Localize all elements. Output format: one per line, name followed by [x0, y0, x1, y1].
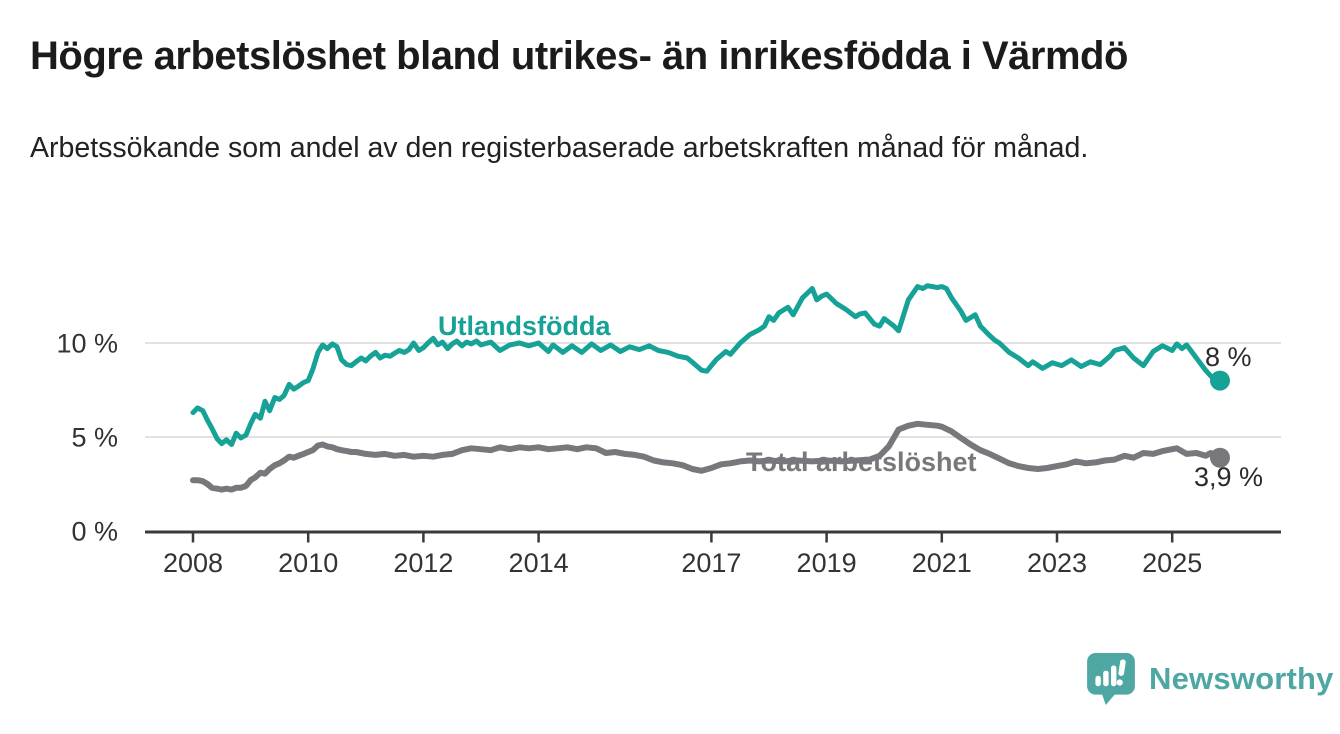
page-title: Högre arbetslöshet bland utrikes- än inr…: [30, 34, 1128, 78]
y-tick-label: 0 %: [71, 517, 118, 547]
series-label-total-arbetsloshet: Total arbetslöshet: [746, 447, 977, 477]
x-tick-label: 2025: [1142, 548, 1202, 578]
x-tick-label: 2012: [393, 548, 453, 578]
newsworthy-logo-icon: [1086, 652, 1136, 706]
x-tick-label: 2010: [278, 548, 338, 578]
end-value-label-utlandsfodda: 8 %: [1205, 342, 1252, 372]
chart-subtitle: Arbetssökande som andel av den registerb…: [30, 132, 1089, 164]
x-tick-label: 2008: [163, 548, 223, 578]
series-line-1: [190, 420, 1223, 493]
x-tick-label: 2023: [1027, 548, 1087, 578]
newsworthy-logo: Newsworthy: [1086, 652, 1334, 706]
series-end-dot-1: [1210, 447, 1230, 468]
x-tick-label: 2014: [509, 548, 569, 578]
newsworthy-logo-text: Newsworthy: [1149, 661, 1334, 696]
y-tick-label: 5 %: [71, 423, 118, 453]
series-line-0: [190, 283, 1223, 447]
end-value-label-total: 3,9 %: [1194, 462, 1264, 492]
x-tick-label: 2021: [912, 548, 972, 578]
series-end-dot-0: [1210, 370, 1230, 391]
y-tick-label: 10 %: [56, 329, 118, 359]
series-label-utlandsfodda: Utlandsfödda: [438, 311, 611, 341]
x-tick-label: 2019: [797, 548, 857, 578]
x-tick-label: 2017: [681, 548, 741, 578]
